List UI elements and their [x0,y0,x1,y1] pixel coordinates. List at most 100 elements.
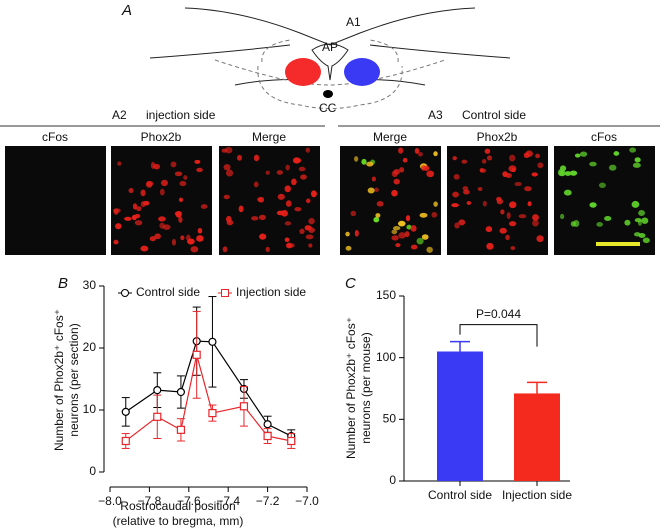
image-label: Phox2b [141,130,182,144]
diagram-label: A1 [346,15,361,29]
cell [479,168,487,173]
point [192,350,201,359]
cell [641,217,649,224]
cell [511,168,516,173]
point [208,337,217,346]
cell [276,210,285,216]
cell [117,161,122,166]
cell [481,159,487,164]
cell [624,219,631,226]
cell [500,209,505,215]
cell [410,244,418,250]
point [176,387,186,397]
cell [299,228,305,235]
y-axis-label: neurons (per mouse) [359,332,373,443]
cell [294,206,302,212]
cell [180,235,185,241]
cell [398,147,404,154]
cell [398,232,406,239]
cell [174,171,183,177]
cell [629,147,637,153]
y-axis-label: Number of Phox2b⁺ cFos⁺ [344,317,358,459]
micrograph [5,146,106,255]
cell [638,232,646,238]
cell [410,225,417,232]
cell [414,148,420,154]
cell [345,231,350,237]
cell [159,222,165,229]
y-tick-label: 0 [389,473,396,487]
point [239,402,249,411]
cell [484,148,491,154]
cell [284,185,291,193]
diagram-label: AP [322,40,338,54]
cell [178,197,184,202]
cell [159,188,165,196]
cell [140,245,149,252]
cell [238,205,244,213]
cell [285,242,293,249]
cell [265,170,270,175]
cell [631,200,640,208]
cell [559,213,565,220]
cell [574,153,581,158]
cell [258,214,267,220]
cell [502,171,508,178]
cell [391,229,398,235]
cell [563,189,572,196]
cell [537,162,544,169]
cell [598,182,606,189]
panel-label: A [121,2,132,19]
cell [308,217,315,225]
micrograph [554,146,655,255]
point [153,412,162,421]
cell [196,235,204,242]
micrograph [111,146,212,255]
cell [305,198,311,204]
cell [113,239,119,245]
point [121,436,130,446]
cell [433,201,438,207]
cell [223,164,231,171]
cell [373,216,380,223]
cell [226,220,234,226]
cell [284,237,290,243]
cell [225,146,233,154]
cell [350,210,357,217]
cell [634,157,641,163]
cell [416,237,424,245]
cell [285,200,292,207]
cell [524,186,532,192]
x-axis-label: (relative to bregma, mm) [113,514,244,528]
cell [132,203,138,210]
cell [178,216,183,223]
cell [637,220,642,226]
x-tick-label: −7.2 [256,494,280,508]
cell [251,216,259,221]
cell [253,154,260,162]
cell [375,213,381,218]
cell [345,245,352,251]
y-axis-label: Number of Phox2b⁺ cFos⁺ [52,309,66,451]
point [153,386,162,395]
point [176,425,186,434]
cell [171,238,177,246]
cell [466,200,472,206]
image-label: cFos [591,130,617,144]
cell [496,198,504,205]
cell [354,229,359,237]
cell [564,171,572,176]
x-tick-label: −7.4 [216,494,240,508]
legend-marker [221,289,229,297]
y-tick-label: 30 [83,278,97,292]
cell [293,157,302,164]
cell [482,200,487,207]
bar [514,393,560,481]
cell [124,216,132,221]
cell [404,231,410,238]
x-tick-label: Injection side [502,488,572,502]
cell [536,235,544,243]
cell [371,176,377,182]
cell [405,215,411,222]
point [263,431,272,441]
